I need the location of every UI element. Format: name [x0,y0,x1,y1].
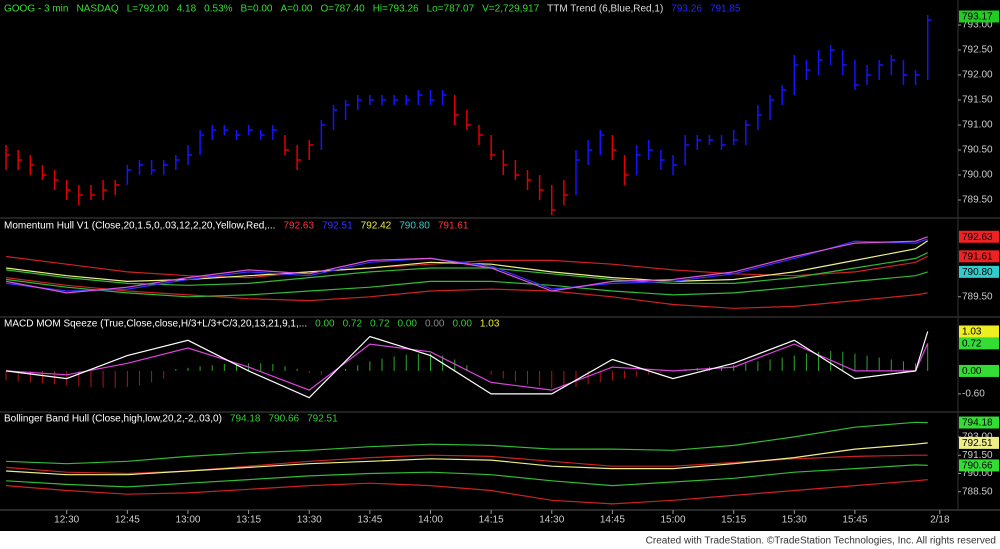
legend-item: 0.00 [315,319,335,330]
x-tick-label: 15:00 [661,515,686,526]
indicator-line [6,277,928,309]
legend-item: L=792.00 [127,4,169,15]
axis-marker [959,250,999,263]
axis-marker-label: 790.66 [962,461,993,472]
x-tick-label: 14:30 [539,515,564,526]
legend-item: 0.53% [204,4,232,15]
legend-item: 793.26 [671,4,702,15]
axis-marker [959,364,999,377]
legend-item: TTM Trend (6,Blue,Red,1) [547,4,663,15]
legend-item: 0.00 [425,319,445,330]
footer-strip [0,531,1000,549]
indicator-line [5,236,928,294]
indicator-line [6,421,928,465]
axis-marker-label: 0.72 [962,339,982,350]
legend-item: 791.61 [438,221,469,232]
x-tick-label: 13:30 [297,515,322,526]
axis-marker-label: 794.18 [962,418,993,429]
y-tick-label: 792.50 [962,45,993,56]
legend-item: 794.18 [230,414,261,425]
legend-item: 792.51 [307,414,338,425]
legend-item: GOOG - 3 min [4,4,68,15]
y-tick-label: 789.50 [962,195,993,206]
axis-marker-label: 792.51 [962,438,993,449]
x-tick-label: 15:30 [782,515,807,526]
legend-item: NASDAQ [76,4,118,15]
x-tick-label: 14:45 [600,515,625,526]
legend-item: 790.80 [399,221,430,232]
legend-item: Lo=787.07 [427,4,475,15]
legend-item: 792.51 [322,221,353,232]
indicator-line [6,271,928,298]
footer: Created with TradeStation. ©TradeStation… [646,536,996,547]
y-tick-label: 791.50 [962,450,993,461]
legend-item: Momentum Hull V1 (Close,20,1.5,0,.03,12,… [4,221,275,232]
indicator-line [6,479,928,505]
axis-marker-label: 791.61 [962,251,993,262]
axis-marker [959,459,999,472]
legend-item: 4.18 [177,4,197,15]
legend-item: 1.03 [480,319,500,330]
x-tick-label: 12:30 [54,515,79,526]
legend-item: 0.72 [370,319,390,330]
legend-item: O=787.40 [320,4,365,15]
axis-marker [959,337,999,350]
y-tick-label: 790.50 [962,145,993,156]
axis-marker [959,230,999,243]
legend-item: B=0.00 [241,4,273,15]
x-tick-label: 15:15 [721,515,746,526]
y-tick-label: 792.00 [962,70,993,81]
y-tick-label: 791.50 [962,95,993,106]
legend-item: 790.66 [269,414,300,425]
legend-item: Bollinger Band Hull (Close,high,low,20,2… [4,414,222,425]
x-tick-label: 13:00 [175,515,200,526]
legend-item: 0.72 [343,319,363,330]
legend-item: 0.00 [452,319,472,330]
x-tick-label: 14:15 [479,515,504,526]
indicator-line [6,464,928,488]
axis-marker [959,436,999,449]
axis-marker [959,265,999,278]
legend-item: Hi=793.26 [373,4,419,15]
y-tick-label: 793.00 [962,20,993,31]
y-tick-label: 788.50 [962,486,993,497]
legend-item: A=0.00 [281,4,313,15]
legend-item: 791.85 [710,4,741,15]
axis-marker-label: 792.63 [962,232,993,243]
y-tick-label: -0.60 [962,389,985,400]
y-tick-label: 790.00 [962,468,993,479]
y-tick-label: 789.50 [962,291,993,302]
indicator-line [6,238,928,292]
legend-item: V=2,729,917 [482,4,539,15]
x-tick-label: 13:45 [357,515,382,526]
axis-marker [959,325,999,338]
axis-marker-label: 1.03 [962,327,982,338]
indicator-line [6,442,928,476]
legend-item: 0.00 [398,319,418,330]
indicator-line [6,331,929,399]
x-tick-label: 15:45 [842,515,867,526]
axis-marker-label: 793.17 [962,12,993,23]
x-tick-label: 12:45 [115,515,140,526]
legend-item: 792.63 [283,221,314,232]
axis-marker [959,10,999,23]
axis-marker [959,416,999,429]
axis-marker-label: 790.80 [962,267,993,278]
indicator-line [6,240,929,283]
legend-item: MACD MOM Sqeeze (True,Close,close,H/3+L/… [4,319,307,330]
y-tick-label: 791.00 [962,120,993,131]
y-tick-label: 790.00 [962,170,993,181]
x-tick-label: 14:00 [418,515,443,526]
x-tick-label: 2/18 [930,515,950,526]
legend-item: 792.42 [361,221,392,232]
x-tick-label: 13:15 [236,515,261,526]
axis-marker-label: 0.00 [962,366,982,377]
